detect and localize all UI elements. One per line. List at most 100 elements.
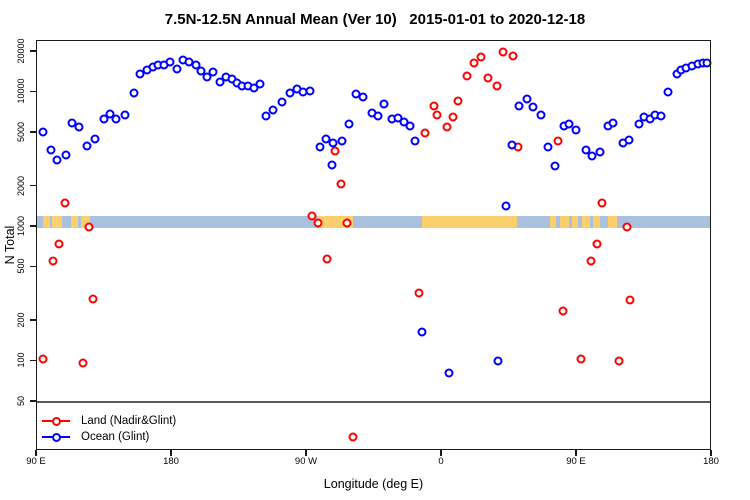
data-point (592, 239, 602, 249)
land-segment (592, 215, 600, 229)
data-point (344, 119, 354, 129)
data-point (448, 112, 458, 122)
data-point (483, 73, 493, 83)
data-point (82, 141, 92, 151)
y-tick-mark (30, 319, 36, 321)
data-point (492, 81, 501, 91)
land-segment (71, 215, 78, 229)
data-point (202, 72, 212, 82)
x-tick-mark (170, 450, 172, 456)
data-point (507, 140, 516, 150)
legend-ocean-marker (42, 432, 70, 442)
y-tick-mark (30, 359, 36, 362)
data-point (514, 101, 524, 111)
data-point (608, 118, 618, 128)
y-tick-mark (30, 50, 36, 52)
x-tick-label: 180 (163, 456, 179, 467)
data-point (558, 306, 567, 316)
y-tick-mark (30, 184, 36, 187)
data-point (322, 254, 332, 264)
y-tick-mark (30, 265, 36, 268)
x-tick-mark (35, 450, 37, 456)
data-point (90, 134, 100, 144)
legend-box-top-border (36, 401, 711, 403)
data-point (543, 142, 552, 152)
data-point (571, 125, 581, 135)
data-point (420, 128, 429, 138)
data-point (501, 201, 511, 211)
land-ocean-strip (36, 215, 711, 229)
data-point (702, 58, 712, 68)
data-point (508, 51, 518, 61)
data-point (595, 147, 605, 157)
y-tick-label: 1000 (16, 215, 26, 236)
x-tick-label: 90 E (566, 456, 586, 467)
land-segment (582, 215, 591, 229)
y-tick-mark (30, 225, 36, 227)
data-point (373, 111, 383, 121)
data-point (634, 119, 644, 128)
data-point (358, 92, 368, 102)
legend-ocean-label: Ocean (Glint) (81, 431, 150, 443)
data-point (315, 142, 324, 152)
data-point (120, 110, 130, 120)
data-point (498, 47, 508, 57)
y-tick-label: 200 (16, 312, 26, 328)
data-point (88, 294, 98, 304)
y-tick-label: 10000 (16, 78, 26, 104)
data-point (307, 211, 317, 221)
y-tick-label: 20000 (16, 38, 26, 64)
data-point (38, 354, 48, 364)
data-point (405, 121, 414, 131)
y-tick-mark (30, 131, 36, 133)
y-tick-label: 50 (16, 395, 26, 406)
data-point (165, 57, 175, 67)
data-point (330, 146, 339, 156)
x-tick-label: 90 W (294, 456, 318, 467)
data-point (622, 222, 632, 232)
data-point (444, 368, 454, 378)
chart-title: 7.5N-12.5N Annual Mean (Ver 10) 2015-01-… (164, 11, 586, 28)
data-point (74, 122, 84, 132)
land-segment (549, 215, 556, 229)
data-point (38, 127, 48, 137)
data-point (536, 110, 546, 120)
land-segment (559, 215, 569, 229)
data-point (111, 114, 121, 124)
data-point (442, 122, 452, 132)
data-point (528, 102, 538, 112)
data-point (342, 218, 352, 228)
legend-land-marker (42, 416, 70, 426)
data-point (261, 111, 270, 121)
data-point (78, 358, 87, 368)
data-point (285, 88, 294, 98)
land-segment (81, 215, 90, 229)
legend-ocean-circle-icon (51, 432, 61, 442)
land-segment (607, 215, 618, 229)
data-point (99, 114, 108, 124)
data-point (277, 97, 287, 107)
data-point (268, 105, 278, 115)
data-point (614, 356, 624, 366)
data-point (105, 109, 115, 119)
data-point (348, 432, 358, 442)
legend-item-land: Land (Nadir&Glint) (42, 414, 176, 428)
legend-item-ocean: Ocean (Glint) (42, 430, 149, 444)
data-point (414, 288, 423, 298)
x-tick-label: 0 (438, 456, 444, 467)
data-point (469, 58, 479, 68)
y-tick-label: 100 (16, 352, 26, 368)
data-point (52, 155, 62, 165)
data-point (581, 145, 591, 155)
land-segment (42, 215, 51, 229)
data-point (327, 160, 337, 170)
data-point (553, 136, 563, 146)
data-point (84, 222, 94, 232)
data-point (208, 67, 218, 77)
data-point (305, 86, 315, 96)
data-point (410, 136, 420, 146)
data-point (191, 60, 201, 70)
land-segment (571, 215, 578, 229)
x-tick-mark (710, 450, 712, 456)
